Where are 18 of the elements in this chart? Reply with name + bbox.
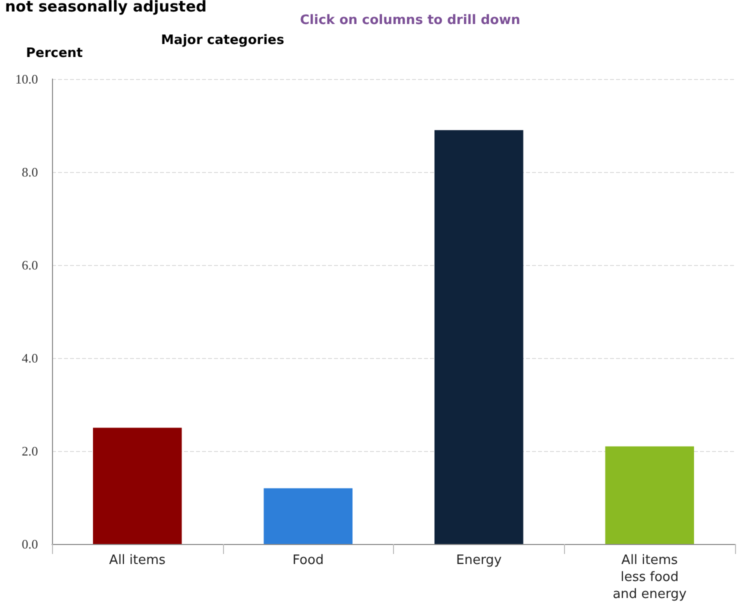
x-tick-label: All items [109, 553, 166, 568]
y-tick-label: 10.0 [15, 72, 38, 86]
bar [264, 488, 353, 544]
x-tick-label: All items less food and energy [612, 553, 687, 602]
chart-title: not seasonally adjusted [5, 0, 207, 16]
bar [434, 130, 524, 544]
bar [605, 446, 694, 544]
y-axis-title: Percent [26, 46, 83, 61]
y-tick-label: 0.0 [22, 536, 38, 552]
y-tick-label: 8.0 [22, 164, 38, 180]
x-tick-label: Food [292, 553, 324, 568]
y-tick-label: 2.0 [22, 444, 38, 458]
x-tick-label: Energy [456, 553, 502, 568]
text: Click on columns to drill down [300, 13, 520, 28]
bar [92, 428, 182, 544]
y-tick-label: 4.0 [22, 350, 38, 366]
y-tick-label: 6.0 [22, 258, 38, 272]
chart-subtitle: Major categories [161, 33, 284, 48]
